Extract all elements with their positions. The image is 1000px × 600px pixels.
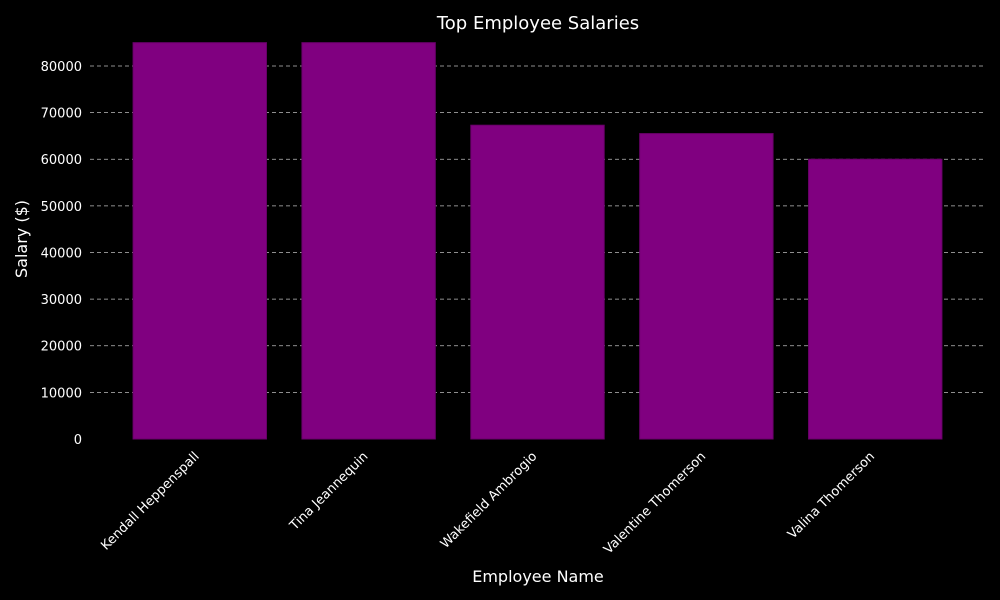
y-tick-label: 80000: [41, 60, 82, 75]
y-axis-ticks: 0 10000 20000 30000 40000 50000 60000 70000 8000…: [41, 60, 82, 448]
chart-title: Top Employee Salaries: [436, 13, 639, 34]
bar: [132, 42, 267, 440]
x-tick-label: Valentine Thomerson: [601, 449, 709, 557]
y-tick-label: 70000: [41, 107, 82, 122]
x-tick-label: Wakefield Ambrogio: [438, 449, 540, 551]
bar: [639, 133, 774, 440]
y-tick-label: 10000: [41, 386, 82, 401]
bar: [301, 42, 436, 440]
bar: [470, 124, 605, 440]
y-axis-label: Salary ($): [12, 200, 31, 278]
bars: [132, 42, 943, 440]
x-tick-label: Kendall Heppenspall: [98, 449, 202, 553]
y-tick-label: 50000: [41, 200, 82, 215]
x-axis-label: Employee Name: [472, 567, 604, 586]
y-tick-label: 30000: [41, 293, 82, 308]
x-tick-label: Tina Jeannequin: [287, 449, 372, 534]
x-tick-label: Valina Thomerson: [785, 449, 878, 542]
x-axis-ticks: Kendall Heppenspall Tina Jeannequin Wakefi…: [98, 449, 878, 557]
y-tick-label: 0: [74, 433, 82, 448]
y-tick-label: 40000: [41, 246, 82, 261]
bar: [808, 158, 943, 440]
y-tick-label: 60000: [41, 153, 82, 168]
y-tick-label: 20000: [41, 340, 82, 355]
